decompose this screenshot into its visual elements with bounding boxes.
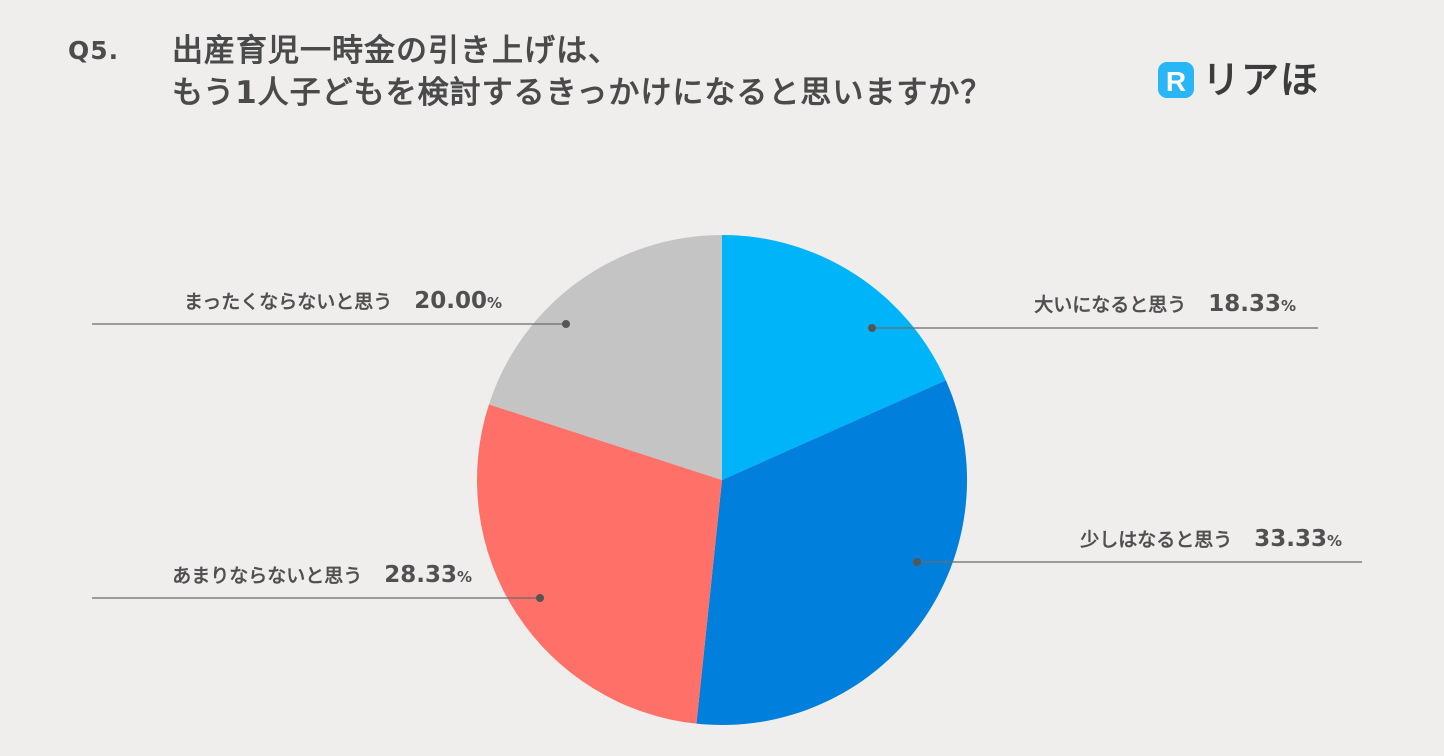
r-logo-icon: R (1158, 62, 1194, 98)
pie-slice (477, 404, 722, 724)
slice-labels: 大いになると思う 18.33% 少しはなると思う 33.33% あまりならないと思う 28… (172, 288, 1342, 588)
slice-value-label: 33.33 (1254, 526, 1327, 552)
brand-logo: R リアほ (1156, 56, 1319, 104)
title-line-1: 出産育児一時金の引き上げは、 (172, 33, 620, 69)
slice-unit-label: % (457, 568, 472, 586)
slice-category-label: 大いになると思う (1034, 293, 1186, 316)
leader-dot (868, 324, 876, 332)
logo-mark: R (1166, 66, 1186, 97)
slice-category-label: あまりならないと思う (172, 565, 362, 587)
leader-dot (562, 320, 570, 328)
leader-dot (913, 558, 921, 566)
slice-value-label: 28.33 (384, 562, 457, 588)
slice-unit-label: % (487, 294, 502, 312)
slice-unit-label: % (1281, 297, 1296, 315)
pie-slices (477, 235, 967, 725)
slice-label: 大いになると思う 18.33% (1034, 291, 1296, 317)
leader-lines (92, 320, 1362, 602)
pie-slice (696, 380, 967, 725)
slice-label: あまりならないと思う 28.33% (172, 562, 472, 588)
pie-slice (488, 235, 722, 480)
slice-category-label: まったくならないと思う (184, 291, 392, 313)
title-line-2: もう1人子どもを検討するきっかけになると思いますか？ (172, 75, 993, 111)
question-number: Q5. (68, 36, 120, 65)
slice-label: まったくならないと思う 20.00% (184, 288, 502, 314)
slice-category-label: 少しはなると思う (1079, 529, 1232, 551)
pie-slice (722, 235, 946, 480)
slice-unit-label: % (1327, 532, 1342, 550)
chart-title: 出産育児一時金の引き上げは、 もう1人子どもを検討するきっかけになると思いますか… (172, 30, 1132, 114)
logo-text: リアほ (1202, 58, 1320, 102)
slice-label: 少しはなると思う 33.33% (1079, 526, 1342, 552)
leader-dot (536, 594, 544, 602)
slice-value-label: 18.33 (1208, 291, 1281, 317)
slice-value-label: 20.00 (414, 288, 487, 314)
